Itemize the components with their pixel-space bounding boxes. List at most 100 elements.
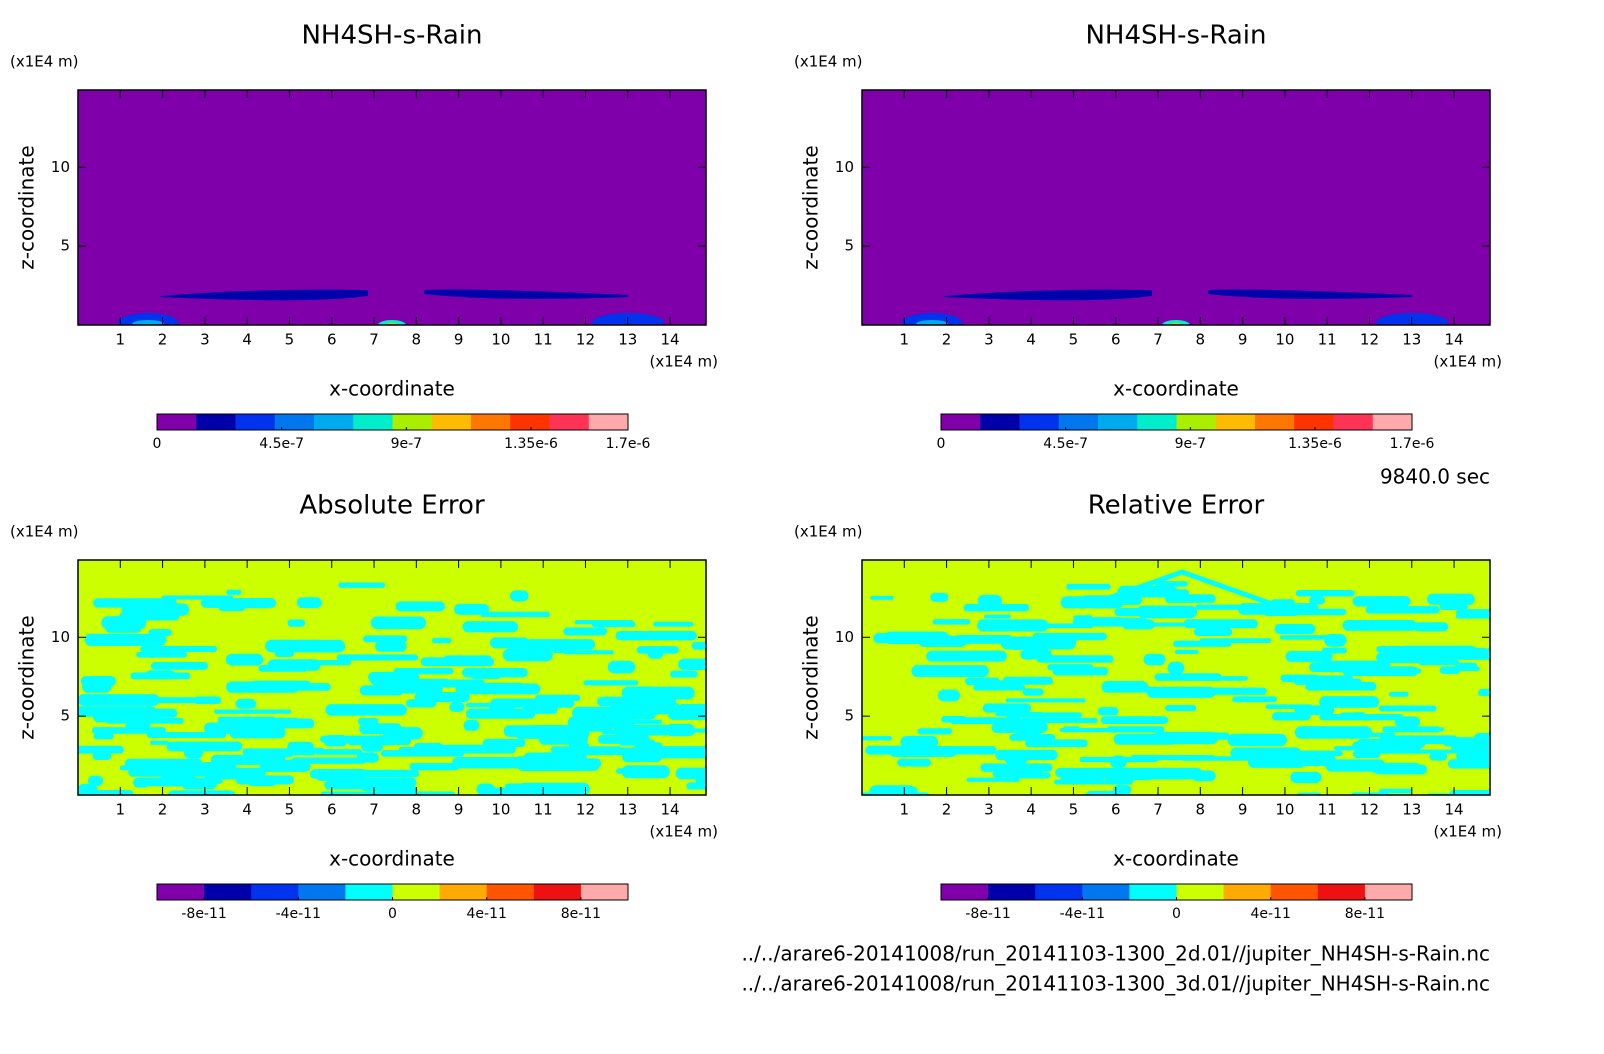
x-unit: (x1E4 m) bbox=[649, 353, 718, 371]
field bbox=[78, 90, 706, 325]
field-blob bbox=[982, 703, 1032, 713]
field-blob bbox=[1451, 740, 1490, 754]
field-blob bbox=[105, 623, 142, 633]
field-blob bbox=[375, 641, 407, 652]
x-tick-label: 3 bbox=[200, 801, 210, 819]
field-blob bbox=[1309, 596, 1325, 605]
field-blob bbox=[214, 709, 292, 714]
colorbar-swatch bbox=[157, 414, 197, 430]
field-blob bbox=[539, 784, 569, 792]
field-shapes bbox=[78, 90, 706, 325]
colorbar-swatch bbox=[1098, 414, 1138, 430]
field-blob bbox=[1378, 705, 1437, 712]
colorbar-swatch bbox=[345, 884, 393, 900]
field-blob bbox=[1002, 676, 1053, 685]
field-blob bbox=[493, 683, 541, 695]
field-blob bbox=[167, 790, 236, 795]
field-blob bbox=[1295, 590, 1355, 597]
field-blob bbox=[911, 665, 989, 677]
field-blob bbox=[667, 708, 706, 720]
field-blob bbox=[636, 646, 679, 654]
field-blob bbox=[203, 767, 266, 780]
field-blob bbox=[1277, 755, 1322, 763]
x-tick-label: 10 bbox=[491, 801, 510, 819]
colorbar-swatch bbox=[1129, 884, 1177, 900]
colorbar-tick-label: 1.35e-6 bbox=[1288, 436, 1342, 452]
field-blob bbox=[563, 627, 607, 636]
colorbar-tick-label: 9e-7 bbox=[1175, 436, 1206, 452]
colorbar-swatch bbox=[533, 884, 582, 900]
field-blob bbox=[409, 762, 460, 771]
x-unit: (x1E4 m) bbox=[1433, 823, 1502, 841]
colorbar-tick-label: 4e-11 bbox=[467, 906, 507, 922]
field-blob bbox=[1015, 728, 1040, 737]
y-tick-label: 10 bbox=[51, 158, 70, 176]
field-blob bbox=[977, 594, 1003, 608]
field-blob bbox=[1232, 696, 1277, 703]
x-tick-label: 8 bbox=[1196, 801, 1206, 819]
x-tick-label: 5 bbox=[285, 331, 295, 349]
field-band bbox=[1091, 569, 1273, 607]
x-tick-label: 13 bbox=[1402, 801, 1421, 819]
colorbar-tick-label: -8e-11 bbox=[965, 906, 1010, 922]
field-blob bbox=[454, 603, 490, 615]
x-tick-label: 3 bbox=[984, 801, 994, 819]
field-blob bbox=[633, 686, 658, 699]
field-blob bbox=[398, 791, 455, 795]
field-blob bbox=[563, 650, 614, 655]
field-blob bbox=[937, 689, 961, 702]
file-path: ../../arare6-20141008/run_20141103-1300_… bbox=[741, 942, 1490, 966]
field-blob bbox=[395, 601, 445, 612]
colorbar-swatch bbox=[1082, 884, 1130, 900]
field-shapes bbox=[862, 560, 1490, 795]
colorbar-swatch bbox=[1035, 884, 1083, 900]
field-blob bbox=[1262, 605, 1301, 616]
field-blob bbox=[225, 600, 271, 609]
x-tick-label: 9 bbox=[454, 331, 464, 349]
colorbar-swatch bbox=[1317, 884, 1366, 900]
field-blob bbox=[941, 715, 967, 723]
x-tick-label: 6 bbox=[1111, 331, 1121, 349]
field-blob bbox=[535, 694, 581, 702]
y-unit: (x1E4 m) bbox=[794, 53, 863, 71]
field bbox=[862, 90, 1490, 325]
field-blob bbox=[930, 592, 949, 602]
field-blob bbox=[1429, 752, 1448, 761]
field-blob bbox=[87, 775, 104, 786]
field-blob bbox=[1338, 732, 1396, 738]
colorbar-swatch bbox=[392, 414, 433, 430]
field-blob bbox=[274, 650, 294, 657]
field-blob bbox=[315, 749, 362, 755]
colorbar-tick-label: 0 bbox=[388, 906, 397, 922]
field-blob bbox=[1448, 789, 1490, 795]
colorbar-swatch bbox=[353, 414, 393, 430]
colorbar-swatch bbox=[1270, 884, 1319, 900]
field-blob bbox=[452, 756, 532, 769]
field-blob bbox=[85, 695, 149, 706]
field-blob bbox=[670, 670, 698, 678]
field-blob bbox=[1165, 705, 1197, 712]
field-blob bbox=[465, 708, 536, 719]
field bbox=[862, 560, 1490, 795]
field-blob bbox=[691, 641, 706, 650]
x-tick-label: 1 bbox=[900, 801, 910, 819]
x-tick-label: 2 bbox=[942, 331, 952, 349]
field-blob bbox=[616, 768, 636, 774]
x-tick-label: 10 bbox=[491, 331, 510, 349]
colorbar-swatch bbox=[1137, 414, 1177, 430]
field-blob bbox=[370, 616, 427, 630]
x-unit: (x1E4 m) bbox=[1433, 353, 1502, 371]
field-blob bbox=[121, 603, 190, 616]
x-tick-label: 6 bbox=[1111, 801, 1121, 819]
field-blob bbox=[251, 757, 277, 765]
x-tick-label: 7 bbox=[1153, 801, 1163, 819]
colorbar-tick-label: 4e-11 bbox=[1251, 906, 1291, 922]
field-blob bbox=[1352, 596, 1411, 607]
field-blob bbox=[93, 733, 114, 740]
field-blob bbox=[291, 757, 367, 764]
field-blob bbox=[1136, 605, 1198, 619]
field-blob bbox=[325, 704, 407, 716]
plot-frame bbox=[861, 559, 1491, 796]
colorbar-tick-label: -4e-11 bbox=[276, 906, 321, 922]
field-blob bbox=[166, 741, 243, 752]
